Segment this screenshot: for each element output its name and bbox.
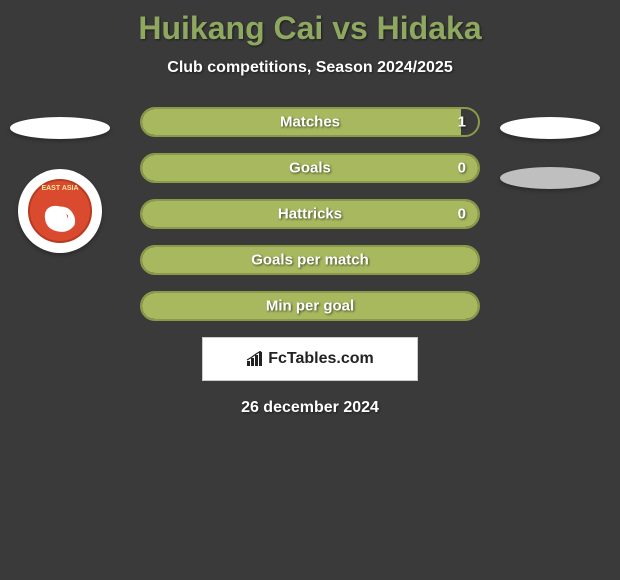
stat-row: Hattricks 0 xyxy=(140,199,480,229)
stat-value: 0 xyxy=(458,206,466,223)
player-left-placeholder xyxy=(10,117,110,139)
page-title: Huikang Cai vs Hidaka xyxy=(0,0,620,47)
stat-row: Goals per match xyxy=(140,245,480,275)
stat-row: Matches 1 xyxy=(140,107,480,137)
stat-label: Goals per match xyxy=(251,252,369,269)
stat-label: Matches xyxy=(280,114,340,131)
badge-label: EAST ASIA xyxy=(41,185,78,192)
logo-text: FcTables.com xyxy=(246,350,374,368)
page-subtitle: Club competitions, Season 2024/2025 xyxy=(0,59,620,77)
player-right-placeholder xyxy=(500,117,600,139)
stat-value: 1 xyxy=(458,114,466,131)
content-area: EAST ASIA Matches1Goals0Hattricks0Goals … xyxy=(0,107,620,417)
stat-label: Hattricks xyxy=(278,206,342,223)
team-left-badge: EAST ASIA xyxy=(18,169,102,253)
stat-value: 0 xyxy=(458,160,466,177)
date-text: 26 december 2024 xyxy=(0,399,620,417)
stat-rows: Matches 1 Goals 0 Hattricks 0 Goals per match M… xyxy=(140,107,480,321)
team-right-placeholder xyxy=(500,167,600,189)
chart-icon xyxy=(246,351,264,367)
stat-label: Goals xyxy=(289,160,331,177)
stat-row: Min per goal xyxy=(140,291,480,321)
badge-animal-icon xyxy=(40,199,80,235)
stat-label: Min per goal xyxy=(266,298,354,315)
badge-inner: EAST ASIA xyxy=(28,179,92,243)
logo-box: FcTables.com xyxy=(202,337,418,381)
logo-label: FcTables.com xyxy=(268,350,374,368)
stat-row: Goals 0 xyxy=(140,153,480,183)
